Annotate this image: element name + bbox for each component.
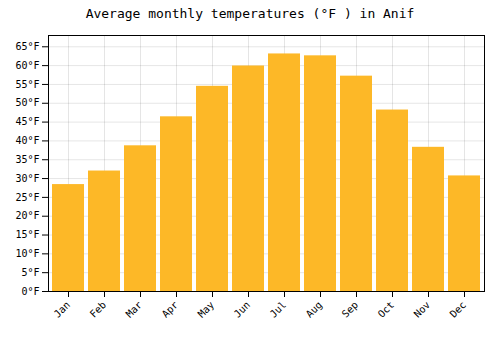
svg-text:35°F: 35°F	[15, 154, 39, 165]
svg-text:5°F: 5°F	[21, 267, 39, 278]
svg-text:Jun: Jun	[232, 299, 253, 320]
svg-text:Jan: Jan	[52, 299, 73, 320]
svg-text:30°F: 30°F	[15, 173, 39, 184]
svg-text:Dec: Dec	[448, 299, 469, 320]
svg-text:Feb: Feb	[88, 299, 109, 320]
svg-text:0°F: 0°F	[21, 286, 39, 297]
svg-text:Apr: Apr	[160, 299, 181, 320]
svg-text:Nov: Nov	[412, 299, 433, 320]
svg-text:10°F: 10°F	[15, 248, 39, 259]
html-text:Average monthly temperatures (: Average monthly temperatures (°F ) in An…	[85, 6, 415, 21]
svg-text:May: May	[196, 299, 217, 320]
svg-text:55°F: 55°F	[15, 79, 39, 90]
svg-text:Mar: Mar	[124, 299, 145, 320]
svg-text:65°F: 65°F	[15, 41, 39, 52]
svg-text:Oct: Oct	[376, 299, 397, 320]
svg-text:60°F: 60°F	[15, 60, 39, 71]
svg-text:50°F: 50°F	[15, 97, 39, 108]
svg-text:Sep: Sep	[340, 299, 361, 320]
svg-text:Aug: Aug	[304, 299, 325, 320]
svg-text:45°F: 45°F	[15, 116, 39, 127]
svg-text:15°F: 15°F	[15, 229, 39, 240]
svg-text:40°F: 40°F	[15, 135, 39, 146]
svg-text:Jul: Jul	[268, 299, 289, 320]
svg-text:20°F: 20°F	[15, 210, 39, 221]
svg-text:25°F: 25°F	[15, 192, 39, 203]
